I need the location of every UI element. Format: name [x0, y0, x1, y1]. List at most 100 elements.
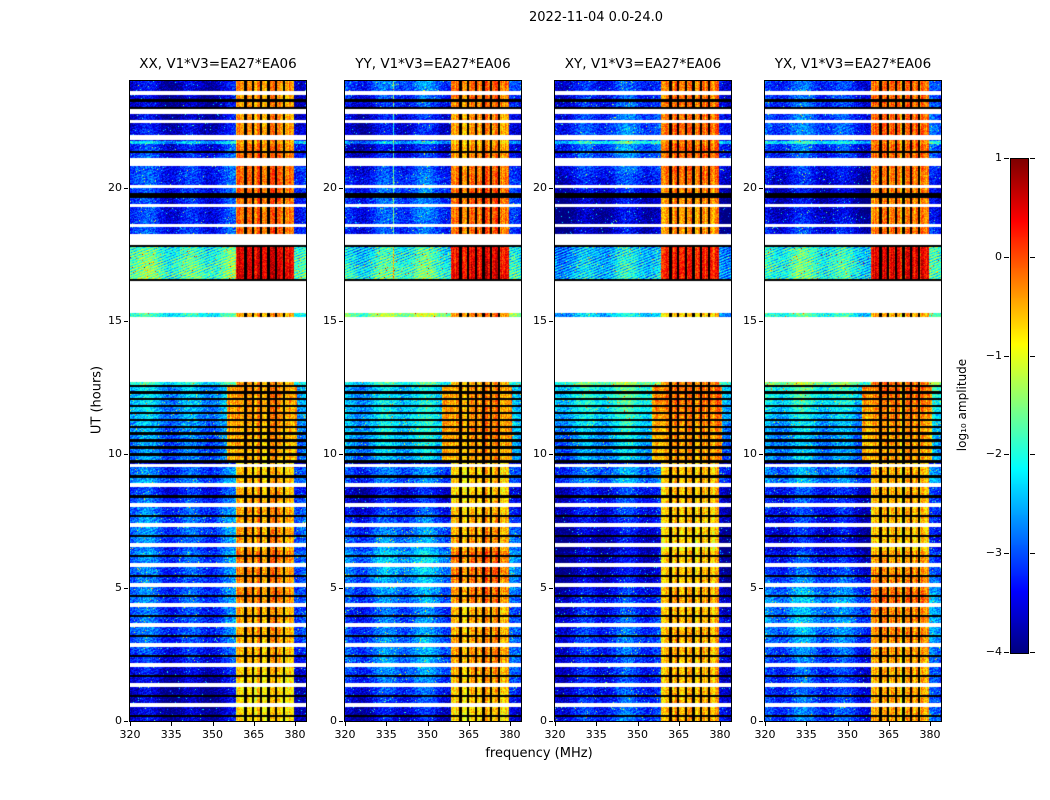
- y-tick-mark: [124, 721, 128, 722]
- x-tick-mark: [212, 722, 214, 726]
- spectrogram-canvas-yy: [345, 81, 521, 721]
- y-tick-mark: [124, 587, 128, 589]
- y-tick-mark: [549, 321, 553, 322]
- x-tick-label: 380: [919, 728, 941, 741]
- x-tick-mark: [765, 722, 766, 726]
- colorbar-tick-label: −1: [985, 348, 1002, 362]
- y-tick-mark: [339, 187, 343, 189]
- x-tick-label: 365: [243, 728, 265, 741]
- colorbar-tick-label: −3: [985, 546, 1002, 560]
- x-tick-label: 350: [417, 728, 438, 741]
- x-tick-label: 380: [284, 728, 306, 741]
- x-tick-mark: [510, 722, 511, 726]
- colorbar-tick-mark: [1004, 355, 1009, 357]
- x-tick-mark: [596, 722, 598, 726]
- x-tick-mark: [555, 722, 556, 726]
- spectrogram-canvas-xx: [130, 81, 306, 721]
- x-tick-mark: [806, 722, 808, 726]
- y-tick-label: 20: [533, 180, 547, 194]
- colorbar-tick-mark: [1030, 454, 1035, 456]
- colorbar-tick-mark: [1030, 158, 1035, 159]
- y-tick-label: 20: [743, 180, 757, 194]
- y-tick-label: 15: [533, 314, 547, 327]
- colorbar-tick-mark: [1030, 256, 1035, 258]
- y-tick-label: 15: [108, 314, 122, 327]
- x-tick-label: 320: [544, 728, 566, 741]
- spectrogram-canvas-xy: [555, 81, 731, 721]
- x-tick-mark: [847, 722, 849, 726]
- colorbar: [1010, 158, 1029, 654]
- colorbar-tick-mark: [1004, 652, 1009, 653]
- figure-title: 2022-11-04 0.0-24.0: [529, 10, 663, 25]
- y-tick-label: 10: [323, 447, 337, 461]
- y-tick-mark: [759, 187, 763, 189]
- y-tick-label: 0: [540, 714, 547, 727]
- y-tick-label: 15: [743, 314, 757, 327]
- colorbar-tick-mark: [1004, 454, 1009, 456]
- colorbar-canvas: [1011, 159, 1028, 653]
- y-tick-label: 10: [743, 447, 757, 461]
- x-tick-label: 335: [795, 728, 817, 741]
- x-tick-label: 350: [627, 728, 648, 741]
- x-tick-mark: [253, 722, 255, 726]
- y-tick-label: 15: [323, 314, 337, 327]
- y-tick-mark: [759, 721, 763, 722]
- y-tick-label: 20: [108, 180, 122, 194]
- colorbar-tick-mark: [1030, 553, 1035, 555]
- x-tick-label: 365: [668, 728, 690, 741]
- y-tick-mark: [549, 587, 553, 589]
- y-tick-label: 5: [115, 580, 122, 594]
- x-tick-label: 350: [837, 728, 858, 741]
- x-tick-label: 380: [709, 728, 731, 741]
- y-tick-mark: [759, 321, 763, 322]
- spectrogram-panel-yx: [764, 80, 942, 722]
- colorbar-tick-mark: [1030, 652, 1035, 653]
- y-tick-label: 0: [330, 714, 337, 727]
- y-tick-label: 5: [330, 580, 337, 594]
- x-tick-label: 365: [878, 728, 900, 741]
- x-tick-label: 365: [458, 728, 480, 741]
- spectrogram-panel-xy: [554, 80, 732, 722]
- x-tick-mark: [888, 722, 890, 726]
- y-tick-label: 5: [750, 580, 757, 594]
- x-tick-label: 350: [202, 728, 223, 741]
- colorbar-tick-label: 0: [995, 249, 1002, 263]
- y-tick-mark: [124, 454, 128, 456]
- y-tick-label: 10: [108, 447, 122, 461]
- y-tick-mark: [124, 187, 128, 189]
- y-tick-mark: [549, 454, 553, 456]
- y-tick-mark: [124, 321, 128, 322]
- y-tick-label: 0: [750, 714, 757, 727]
- colorbar-tick-label: −2: [985, 447, 1002, 461]
- x-tick-label: 335: [585, 728, 607, 741]
- colorbar-tick-label: 1: [995, 151, 1002, 164]
- spectrogram-panel-yy: [344, 80, 522, 722]
- x-tick-label: 320: [119, 728, 141, 741]
- x-tick-mark: [678, 722, 680, 726]
- y-tick-label: 20: [323, 180, 337, 194]
- x-tick-label: 335: [160, 728, 182, 741]
- x-tick-mark: [720, 722, 721, 726]
- spectrogram-canvas-yx: [765, 81, 941, 721]
- x-tick-mark: [386, 722, 388, 726]
- y-tick-mark: [339, 321, 343, 322]
- panel-title-xx: XX, V1*V3=EA27*EA06: [139, 56, 297, 72]
- colorbar-tick-label: −4: [985, 645, 1002, 658]
- y-tick-mark: [339, 454, 343, 456]
- panel-title-yx: YX, V1*V3=EA27*EA06: [774, 56, 932, 72]
- x-tick-mark: [468, 722, 470, 726]
- y-tick-mark: [759, 454, 763, 456]
- x-tick-label: 320: [754, 728, 776, 741]
- y-tick-mark: [549, 721, 553, 722]
- y-axis-label: UT (hours): [89, 365, 105, 435]
- panel-title-yy: YY, V1*V3=EA27*EA06: [355, 56, 511, 72]
- y-tick-label: 10: [533, 447, 547, 461]
- y-tick-mark: [549, 187, 553, 189]
- x-tick-label: 335: [375, 728, 397, 741]
- x-tick-label: 380: [499, 728, 521, 741]
- x-tick-mark: [345, 722, 346, 726]
- x-tick-mark: [930, 722, 931, 726]
- colorbar-tick-mark: [1004, 553, 1009, 555]
- panel-title-xy: XY, V1*V3=EA27*EA06: [564, 56, 722, 72]
